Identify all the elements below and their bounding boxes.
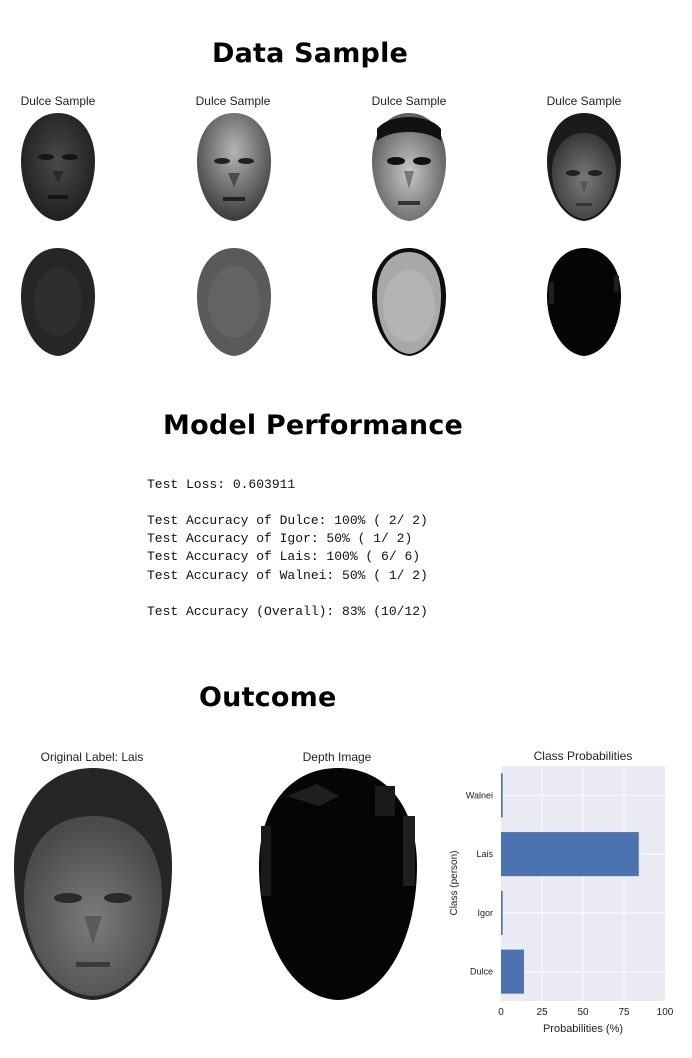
sample-caption-4: Dulce Sample (546, 94, 622, 108)
chart-x-tick-0: 0 (498, 1007, 504, 1018)
chart-y-tick-dulce: Dulce (470, 967, 493, 977)
outcome-heading: Outcome (199, 682, 337, 713)
sample-caption-1: Dulce Sample (20, 94, 96, 108)
accuracy-igor-text: Test Accuracy of Igor: 50% ( 1/ 2) (147, 531, 413, 546)
accuracy-walnei-text: Test Accuracy of Walnei: 50% ( 1/ 2) (147, 568, 428, 583)
chart-y-tick-walnei: Walnei (466, 790, 493, 800)
sample-depth-image-4 (546, 246, 622, 357)
original-label-caption: Original Label: Lais (40, 750, 144, 764)
chart-bar-lais (501, 832, 639, 877)
sample-caption-3: Dulce Sample (371, 94, 447, 108)
chart-x-tick-100: 100 (657, 1007, 674, 1018)
chart-x-tick-50: 50 (577, 1007, 589, 1018)
chart-x-axis-label: Probabilities (%) (543, 1023, 623, 1035)
chart-title: Class Probabilities (534, 749, 633, 763)
sample-face-image-2 (196, 111, 272, 222)
depth-image-caption: Depth Image (302, 750, 372, 764)
test-loss-text: Test Loss: 0.603911 (147, 477, 296, 492)
chart-x-tick-75: 75 (618, 1007, 630, 1018)
class-probabilities-chart: Class Probabilities 0 25 50 75 100 Dulce Igor… (449, 749, 674, 1035)
chart-bar-dulce (501, 949, 524, 994)
accuracy-overall-text: Test Accuracy (Overall): 83% (10/12) (147, 604, 428, 619)
chart-y-axis-label: Class (person) (449, 850, 460, 915)
data-sample-heading: Data Sample (212, 38, 409, 69)
chart-bar-walnei (501, 773, 503, 818)
model-performance-heading: Model Performance (163, 410, 464, 441)
sample-caption-2: Dulce Sample (195, 94, 271, 108)
sample-depth-image-3 (371, 246, 447, 357)
outcome-depth-image (257, 766, 419, 1002)
chart-y-tick-lais: Lais (476, 849, 493, 859)
chart-y-tick-igor: Igor (477, 908, 493, 918)
accuracy-lais-text: Test Accuracy of Lais: 100% ( 6/ 6) (147, 549, 421, 564)
outcome-face-image (12, 766, 174, 1002)
chart-x-tick-25: 25 (536, 1007, 548, 1018)
sample-face-image-4 (546, 111, 622, 222)
sample-depth-image-1 (20, 246, 96, 357)
chart-bar-igor (501, 890, 503, 935)
sample-face-image-1 (20, 111, 96, 222)
sample-depth-image-2 (196, 246, 272, 357)
accuracy-dulce-text: Test Accuracy of Dulce: 100% ( 2/ 2) (147, 513, 428, 528)
sample-face-image-3 (371, 111, 447, 222)
